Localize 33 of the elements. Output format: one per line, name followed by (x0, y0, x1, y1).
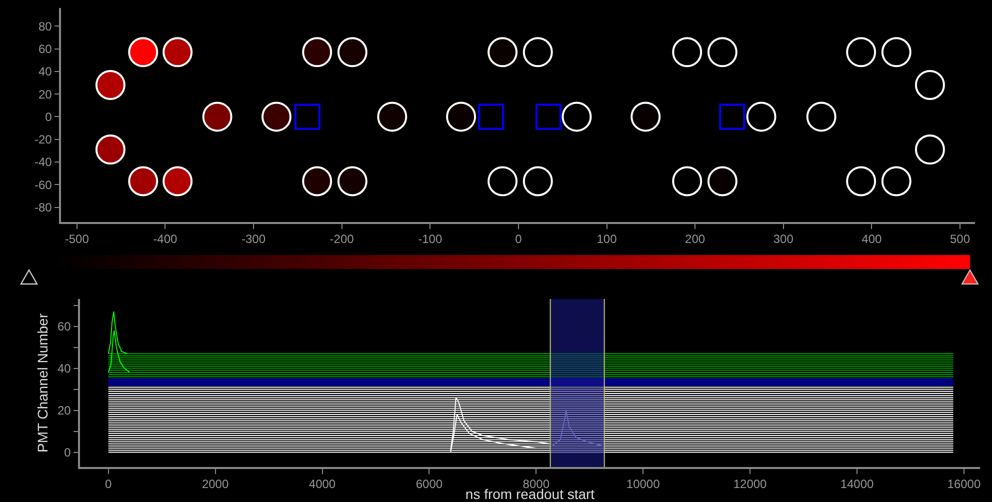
x-tick-label: 4000 (308, 477, 336, 492)
y-tick-label: 80 (38, 19, 52, 34)
x-tick-label: -400 (153, 232, 178, 246)
x-tick-label: 300 (773, 232, 794, 246)
y-tick-label: -20 (34, 132, 52, 147)
x-tick-label: 200 (685, 232, 706, 246)
x-tick-label: 2000 (202, 477, 229, 492)
y-tick-label: -40 (34, 155, 52, 170)
x-tick-label: -100 (418, 232, 442, 246)
x-tick-label: 500 (950, 232, 970, 246)
x-tick-label: 400 (862, 232, 882, 246)
x-tick-label: 100 (596, 232, 618, 246)
y-tick-label: -80 (34, 200, 52, 214)
x-tick-label: 12000 (733, 477, 768, 492)
y-tick-label: 60 (38, 42, 52, 56)
x-tick-label: 10000 (626, 477, 660, 492)
y-tick-label: 40 (57, 362, 72, 376)
y-axis-title: PMT Channel Number (34, 313, 51, 453)
x-tick-label: -500 (64, 232, 90, 246)
x-tick-label: -200 (330, 232, 354, 246)
y-tick-label: -60 (34, 178, 52, 192)
x-tick-label: 14000 (840, 477, 874, 492)
y-tick-label: 0 (45, 110, 52, 124)
y-tick-label: 20 (57, 404, 72, 418)
y-tick-label: 0 (64, 446, 72, 460)
x-tick-label: 6000 (416, 477, 443, 492)
y-tick-label: 60 (57, 320, 72, 334)
x-tick-label: 0 (104, 477, 112, 492)
x-tick-label: 16000 (947, 477, 981, 492)
y-tick-label: 40 (38, 64, 52, 79)
x-tick-label: -300 (241, 232, 266, 246)
x-tick-label: 0 (515, 232, 522, 246)
y-tick-label: 20 (38, 87, 52, 102)
